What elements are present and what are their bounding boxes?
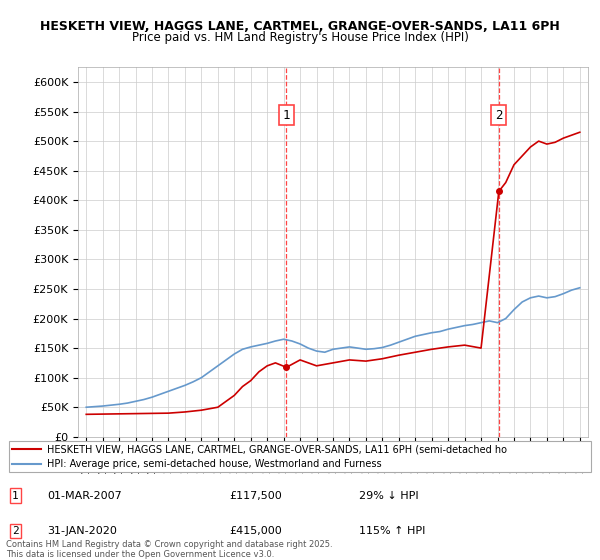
FancyBboxPatch shape [9, 441, 591, 472]
Text: 1: 1 [283, 109, 290, 122]
Text: £415,000: £415,000 [229, 526, 282, 536]
Text: 31-JAN-2020: 31-JAN-2020 [47, 526, 117, 536]
Text: 01-MAR-2007: 01-MAR-2007 [47, 491, 122, 501]
Text: HESKETH VIEW, HAGGS LANE, CARTMEL, GRANGE-OVER-SANDS, LA11 6PH (semi-detached ho: HESKETH VIEW, HAGGS LANE, CARTMEL, GRANG… [47, 444, 507, 454]
Text: 115% ↑ HPI: 115% ↑ HPI [359, 526, 425, 536]
Text: Contains HM Land Registry data © Crown copyright and database right 2025.
This d: Contains HM Land Registry data © Crown c… [6, 540, 332, 559]
Text: £117,500: £117,500 [229, 491, 282, 501]
Text: 2: 2 [12, 526, 19, 536]
Text: 2: 2 [495, 109, 503, 122]
Text: HPI: Average price, semi-detached house, Westmorland and Furness: HPI: Average price, semi-detached house,… [47, 459, 382, 469]
Text: Price paid vs. HM Land Registry's House Price Index (HPI): Price paid vs. HM Land Registry's House … [131, 31, 469, 44]
Text: 1: 1 [12, 491, 19, 501]
Text: 29% ↓ HPI: 29% ↓ HPI [359, 491, 418, 501]
Text: HESKETH VIEW, HAGGS LANE, CARTMEL, GRANGE-OVER-SANDS, LA11 6PH: HESKETH VIEW, HAGGS LANE, CARTMEL, GRANG… [40, 20, 560, 32]
